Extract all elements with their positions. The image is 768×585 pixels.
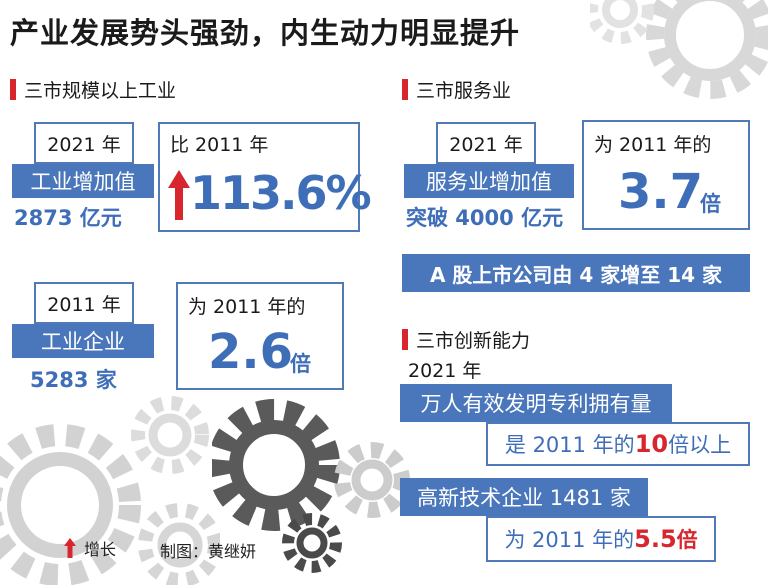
year-label: 2011 年	[34, 282, 134, 324]
patents-multiple: 是 2011 年的 10 倍以上	[486, 422, 750, 466]
multiple-prefix: 为 2011 年的	[594, 134, 712, 156]
patents-label: 万人有效发明专利拥有量	[400, 384, 672, 422]
multiple-card: 为 2011 年的 3.7 倍	[582, 120, 750, 230]
legend-growth-label: 增长	[84, 540, 117, 559]
year-label: 2021 年	[34, 122, 134, 164]
hightech-value: 5.5	[634, 525, 677, 553]
multiple-prefix: 为 2011 年的	[188, 296, 306, 318]
multiple-card: 为 2011 年的 2.6 倍	[176, 282, 344, 390]
metric-label-text: 服务业增加值	[426, 170, 552, 194]
multiple-unit: 倍	[700, 192, 721, 216]
gear-icon	[0, 396, 220, 585]
listed-companies-text: A 股上市公司由 4 家增至 14 家	[429, 262, 723, 287]
metric-amount: 突破 4000 亿元	[406, 206, 564, 230]
innovation-year: 2021 年	[408, 360, 482, 382]
listed-companies-banner: A 股上市公司由 4 家增至 14 家	[402, 254, 750, 292]
section-marker	[10, 79, 16, 100]
hightech-multiple: 为 2011 年的 5.5 倍	[486, 516, 716, 562]
metric-label-text: 工业企业	[41, 330, 125, 354]
hightech-prefix: 为 2011 年的	[504, 528, 635, 552]
section-marker	[402, 329, 408, 350]
section-heading-services: 三市服务业	[402, 76, 511, 103]
growth-prefix: 比 2011 年	[170, 134, 269, 156]
patents-label-text: 万人有效发明专利拥有量	[420, 392, 652, 416]
section-heading-label: 三市创新能力	[416, 330, 531, 352]
year-text: 2021 年	[449, 133, 523, 156]
section-heading-industry: 三市规模以上工业	[10, 76, 176, 103]
metric-amount: 2873 亿元	[14, 206, 122, 230]
patents-value: 10	[634, 430, 669, 458]
section-marker	[402, 79, 408, 100]
metric-label: 工业增加值	[12, 164, 154, 198]
multiple-value: 2.6	[208, 324, 294, 380]
metric-label: 服务业增加值	[404, 164, 574, 198]
metric-label: 工业企业	[12, 324, 154, 358]
page-title: 产业发展势头强劲，内生动力明显提升	[10, 16, 521, 50]
hightech-label: 高新技术企业 1481 家	[400, 478, 648, 516]
up-arrow-icon	[64, 538, 76, 558]
multiple-unit: 倍	[290, 352, 311, 376]
metric-amount: 5283 家	[30, 368, 117, 392]
patents-prefix: 是 2011 年的	[504, 433, 635, 457]
hightech-label-text: 高新技术企业 1481 家	[417, 486, 631, 510]
section-heading-label: 三市规模以上工业	[24, 80, 177, 102]
gear-icon	[590, 0, 768, 99]
hightech-suffix: 倍	[676, 528, 698, 552]
up-arrow-icon	[168, 170, 190, 220]
year-text: 2011 年	[47, 293, 121, 316]
metric-label-text: 工业增加值	[30, 170, 136, 194]
growth-value: 113.6%	[190, 166, 372, 220]
legend: 增长	[64, 536, 116, 560]
multiple-value: 3.7	[618, 164, 704, 220]
section-heading-innovation: 三市创新能力	[402, 326, 530, 353]
patents-suffix: 倍以上	[668, 433, 732, 457]
growth-card: 比 2011 年 113.6%	[158, 122, 372, 232]
year-text: 2021 年	[47, 133, 121, 156]
year-label: 2021 年	[436, 122, 536, 164]
section-heading-label: 三市服务业	[416, 80, 512, 102]
credit: 制图：黄继妍	[160, 542, 257, 561]
